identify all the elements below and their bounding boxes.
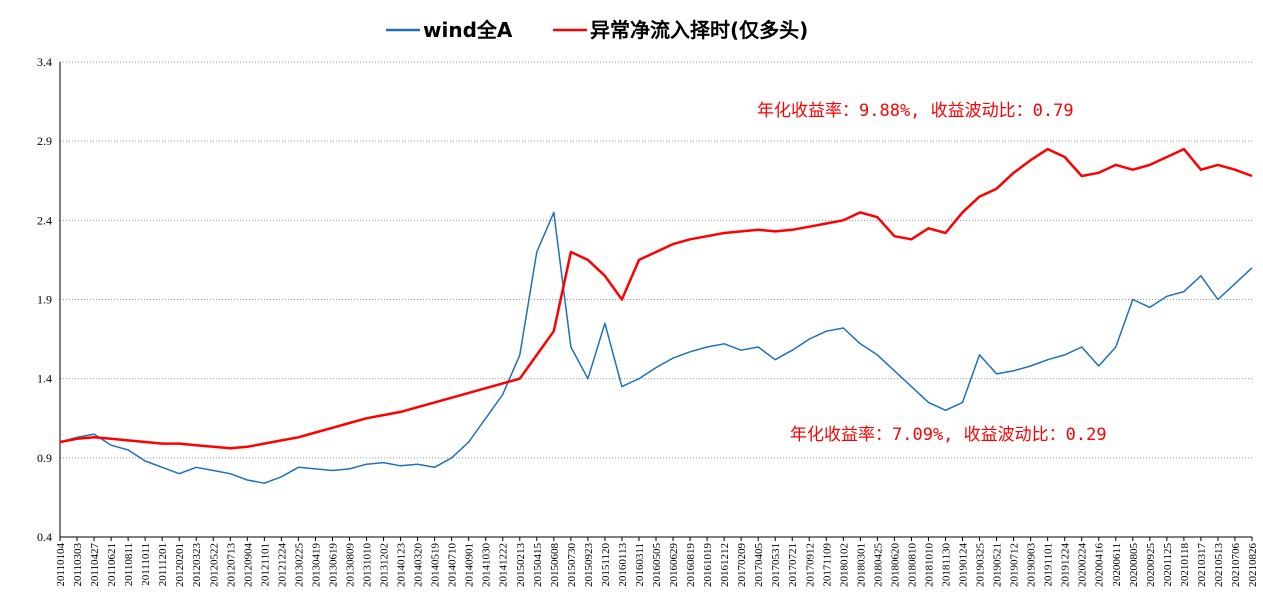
- series-line-wind-a: [59, 211, 1253, 484]
- x-tick-label: 20111201: [157, 543, 169, 586]
- x-tick-label: 20210118: [1179, 543, 1191, 587]
- x-tick-label: 20130419: [310, 543, 322, 588]
- x-tick-label: 20150923: [583, 543, 595, 588]
- x-tick-label: 20140710: [447, 543, 459, 588]
- x-tick-label: 20170721: [787, 543, 799, 587]
- x-tick-label: 20160311: [634, 543, 646, 587]
- x-tick-label: 20180810: [906, 543, 918, 588]
- x-tick-label: 20210513: [1213, 543, 1225, 588]
- legend: wind全A 异常净流入择时(仅多头): [386, 18, 808, 42]
- annotation-wind-a-stats: 年化收益率：7.09%, 收益波动比：0.29: [790, 425, 1107, 445]
- x-tick-label: 20171109: [821, 543, 833, 587]
- x-tick-label: 20200611: [1111, 543, 1123, 587]
- x-tick-label: 20131202: [379, 543, 391, 587]
- x-tick-label: 20130225: [293, 543, 305, 588]
- x-tick-label: 20181130: [940, 543, 952, 587]
- x-tick-label: 20170912: [804, 543, 816, 587]
- x-tick-label: 20120201: [174, 543, 186, 587]
- x-tick-label: 20190712: [1009, 543, 1021, 587]
- x-tick-label: 20110104: [55, 543, 67, 587]
- annotation-timing-stats: 年化收益率：9.88%, 收益波动比：0.79: [757, 101, 1074, 121]
- x-tick-label: 20150415: [532, 543, 544, 588]
- x-tick-label: 20190521: [992, 543, 1004, 587]
- y-axis: 0.4 0.9 1.4 1.9 2.4 2.9 3.4: [37, 55, 61, 544]
- x-tick-label: 20161019: [702, 543, 714, 588]
- x-tick-label: 20120522: [208, 543, 220, 587]
- y-tick-label: 3.4: [37, 55, 52, 69]
- x-tick-label: 20151120: [600, 543, 612, 587]
- x-tick-label: 20160819: [685, 543, 697, 588]
- x-tick-label: 20130619: [327, 543, 339, 588]
- x-tick-label: 20160113: [617, 543, 629, 587]
- x-tick-label: 20160629: [668, 543, 680, 588]
- x-tick-label: 20120904: [242, 543, 254, 588]
- x-tick-label: 20200224: [1077, 543, 1089, 588]
- x-tick-label: 20210317: [1196, 543, 1208, 588]
- y-tick-label: 0.9: [37, 451, 52, 465]
- series-line-timing: [59, 147, 1253, 450]
- x-tick-label: 20141222: [498, 543, 510, 587]
- x-tick-label: 20190903: [1026, 543, 1038, 588]
- x-tick-label: 20190124: [958, 543, 970, 588]
- x-tick-label: 20140519: [430, 543, 442, 588]
- x-tick-label: 20140123: [396, 543, 408, 588]
- x-tick-label: 20110303: [72, 543, 84, 587]
- x-tick-label: 20131010: [362, 543, 374, 588]
- legend-label-wind-a: wind全A: [423, 18, 513, 42]
- x-tick-label: 20140320: [413, 543, 425, 588]
- x-tick-label: 20180301: [855, 543, 867, 587]
- y-tick-label: 0.4: [37, 530, 52, 544]
- y-tick-label: 2.9: [37, 134, 52, 148]
- x-tick-label: 20161212: [719, 543, 731, 587]
- x-tick-label: 20201125: [1162, 543, 1174, 587]
- x-tick-label: 20180620: [889, 543, 901, 588]
- gridlines: [60, 61, 1252, 459]
- x-tick-label: 20130809: [344, 543, 356, 588]
- y-tick-label: 2.4: [37, 213, 52, 227]
- x-tick-label: 20210826: [1247, 543, 1259, 588]
- x-tick-label: 20150608: [549, 543, 561, 588]
- x-tick-label: 20191101: [1043, 543, 1055, 587]
- x-tick-label: 20180425: [872, 543, 884, 588]
- x-tick-label: 20200805: [1128, 543, 1140, 588]
- y-tick-label: 1.4: [37, 372, 52, 386]
- x-tick-label: 20170405: [753, 543, 765, 588]
- x-tick-label: 20121101: [259, 543, 271, 587]
- x-tick-label: 20180102: [838, 543, 850, 587]
- x-tick-label: 20200925: [1145, 543, 1157, 588]
- x-tick-label: 20120713: [225, 543, 237, 588]
- x-tick-label: 20200416: [1094, 543, 1106, 588]
- series-layer: [59, 147, 1253, 484]
- x-axis: 20110104 20110303 20110427 20110621 20110811…: [55, 536, 1259, 588]
- y-tick-label: 1.9: [37, 293, 52, 307]
- x-tick-label: 20170531: [770, 543, 782, 587]
- x-tick-label: 20141030: [481, 543, 493, 588]
- x-tick-label: 20111011: [140, 543, 152, 586]
- x-tick-label: 20190325: [975, 543, 987, 588]
- x-tick-label: 20181010: [923, 543, 935, 588]
- x-tick-label: 20150213: [515, 543, 527, 588]
- x-tick-label: 20121224: [276, 543, 288, 588]
- x-tick-label: 20150730: [566, 543, 578, 588]
- x-tick-label: 20170209: [736, 543, 748, 588]
- x-tick-label: 20140901: [464, 543, 476, 587]
- x-tick-label: 20191224: [1060, 543, 1072, 588]
- x-tick-label: 20110811: [123, 543, 135, 586]
- x-tick-label: 20210706: [1230, 543, 1242, 588]
- x-tick-label: 20110427: [89, 543, 101, 587]
- x-tick-label: 20120323: [191, 543, 203, 588]
- legend-label-timing: 异常净流入择时(仅多头): [590, 18, 808, 42]
- x-tick-label: 20160505: [651, 543, 663, 588]
- x-tick-label: 20110621: [106, 543, 118, 587]
